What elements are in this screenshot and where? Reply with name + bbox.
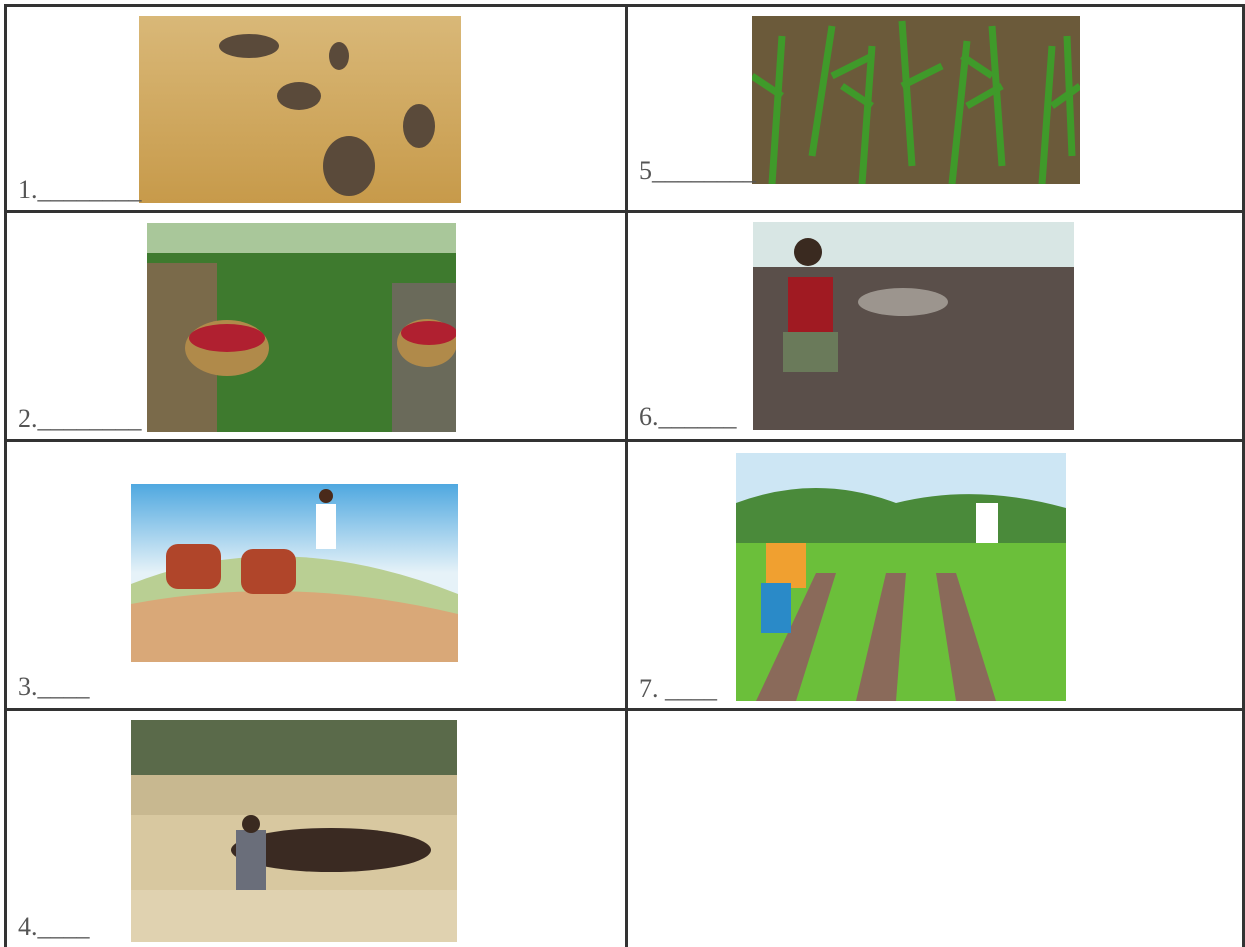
- table-border: [625, 4, 628, 947]
- answer-label: 6.______: [639, 402, 737, 432]
- answer-label: 5________: [639, 156, 756, 186]
- table-border: [4, 4, 7, 947]
- answer-label: 1.________: [18, 175, 142, 205]
- illustration-plowing: [131, 484, 458, 662]
- photo-coffee: [147, 223, 456, 432]
- photo-maize: [752, 16, 1080, 184]
- photo-harvest: [139, 16, 461, 203]
- illustration-weeding: [736, 453, 1066, 701]
- answer-label: 2.________: [18, 404, 142, 434]
- answer-label: 3.____: [18, 672, 90, 702]
- answer-label: 4.____: [18, 912, 90, 942]
- worksheet: 1.________ 5________ 2.________ 6.______…: [0, 0, 1245, 947]
- photo-threshing: [131, 720, 457, 942]
- answer-label: 7. ____: [639, 674, 717, 704]
- photo-sowing: [753, 222, 1074, 430]
